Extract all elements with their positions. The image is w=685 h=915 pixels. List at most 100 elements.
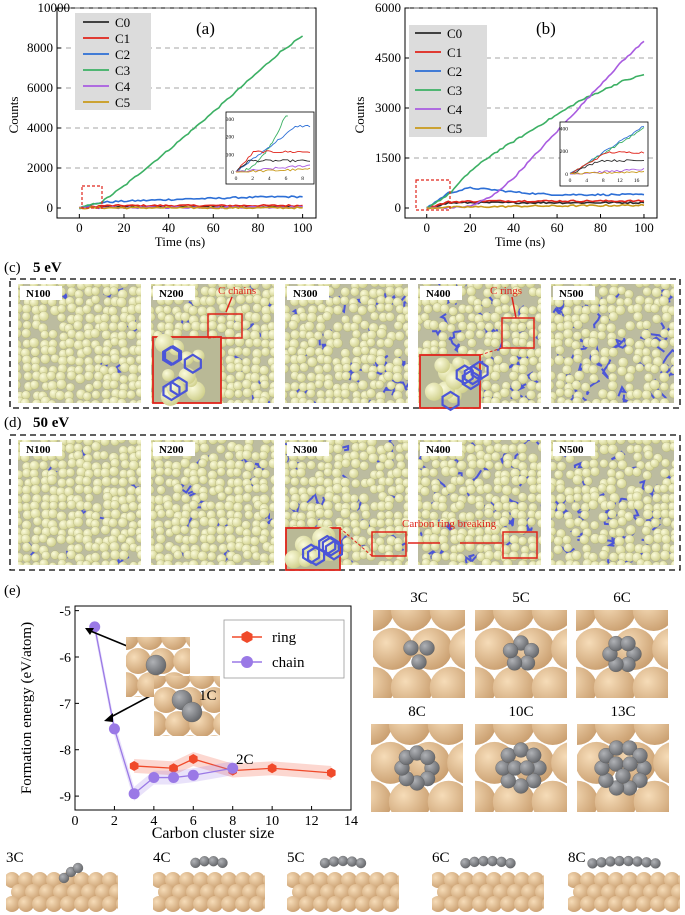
- atom: [535, 559, 541, 565]
- series-C5: [79, 206, 303, 210]
- atom: [420, 519, 430, 529]
- xtick-label: 80: [594, 220, 607, 235]
- zoom-atom: [452, 357, 465, 370]
- atom: [23, 371, 33, 381]
- atom: [402, 478, 408, 488]
- atom: [650, 458, 660, 468]
- substrate-atom: [214, 884, 230, 900]
- substrate-atom: [153, 896, 167, 912]
- atom: [127, 527, 136, 537]
- carbon-atom: [355, 857, 367, 869]
- substrate-atom: [313, 872, 329, 888]
- atom: [633, 311, 643, 322]
- carbon-atom: [519, 655, 536, 671]
- inset-ytick: 300: [226, 117, 235, 123]
- atom: [659, 397, 670, 403]
- atom: [135, 509, 141, 519]
- atom: [617, 516, 627, 527]
- atom: [165, 508, 175, 519]
- atom: [66, 499, 77, 510]
- substrate-atom: [451, 884, 467, 900]
- substrate-atom: [193, 896, 209, 912]
- substrate-atom: [39, 884, 55, 900]
- substrate-atom: [657, 884, 673, 900]
- atom: [136, 494, 141, 504]
- atom: [252, 303, 262, 313]
- atom: [64, 397, 74, 403]
- atom: [500, 284, 510, 289]
- atom: [562, 306, 572, 316]
- atom: [482, 483, 493, 494]
- substrate: [373, 610, 465, 698]
- atom: [299, 492, 310, 503]
- atom: [393, 559, 403, 565]
- atom: [623, 297, 633, 307]
- ylabel-e: Formation energy (eV/atom): [19, 622, 35, 794]
- atom: [421, 501, 433, 512]
- atom: [509, 355, 519, 365]
- substrate-atom: [542, 898, 544, 910]
- atom: [490, 338, 500, 348]
- substrate-atom: [568, 872, 582, 888]
- top-view-label: 8C: [408, 704, 426, 720]
- atom: [360, 397, 369, 403]
- atom: [189, 500, 199, 510]
- substrate-atom: [678, 874, 680, 886]
- atom: [81, 560, 92, 565]
- atom: [625, 542, 636, 553]
- atom: [634, 295, 645, 306]
- atom: [251, 525, 262, 537]
- substrate-atom: [369, 896, 385, 912]
- atom: [395, 453, 405, 463]
- legend-label: C1: [115, 31, 130, 46]
- atom: [618, 501, 628, 511]
- atom: [448, 517, 458, 527]
- atom: [82, 445, 92, 455]
- atom: [403, 338, 408, 349]
- annotation-arrow: [511, 296, 517, 319]
- atom: [20, 398, 30, 403]
- atom: [82, 346, 92, 356]
- substrate-atom: [327, 896, 343, 912]
- atom: [232, 467, 242, 477]
- atom: [511, 486, 521, 496]
- atom: [535, 483, 541, 494]
- atom: [259, 450, 268, 460]
- atom: [535, 362, 541, 372]
- atom: [518, 492, 528, 502]
- atom: [357, 284, 368, 289]
- atom: [393, 284, 403, 289]
- substrate-atom: [622, 872, 638, 888]
- substrate-atom: [221, 896, 237, 912]
- atom: [182, 322, 192, 332]
- inset-series-C1: [569, 151, 645, 175]
- atom: [225, 560, 236, 565]
- substrate-atom: [514, 872, 530, 888]
- atom: [332, 443, 343, 454]
- substrate-atom: [74, 896, 90, 912]
- side-substrate: [287, 872, 399, 912]
- atom: [269, 303, 274, 315]
- atom: [332, 321, 343, 332]
- atom: [658, 560, 668, 565]
- atom: [136, 550, 141, 560]
- atom: [18, 371, 22, 381]
- atom: [446, 483, 457, 494]
- atom: [551, 519, 555, 529]
- substrate-atom: [18, 896, 34, 912]
- atom: [534, 381, 541, 392]
- atom: [607, 363, 617, 373]
- atom: [555, 345, 565, 355]
- substrate-atom: [154, 711, 167, 736]
- atom: [136, 321, 141, 332]
- atom: [91, 295, 101, 304]
- atom: [581, 328, 591, 338]
- atom: [517, 524, 527, 535]
- substrate-atom: [287, 872, 301, 888]
- atom: [418, 526, 421, 536]
- atom: [608, 561, 618, 565]
- carbon-bond: [605, 539, 617, 547]
- side-view-label: 3C: [6, 850, 24, 866]
- substrate: [371, 724, 463, 812]
- atom: [172, 483, 183, 494]
